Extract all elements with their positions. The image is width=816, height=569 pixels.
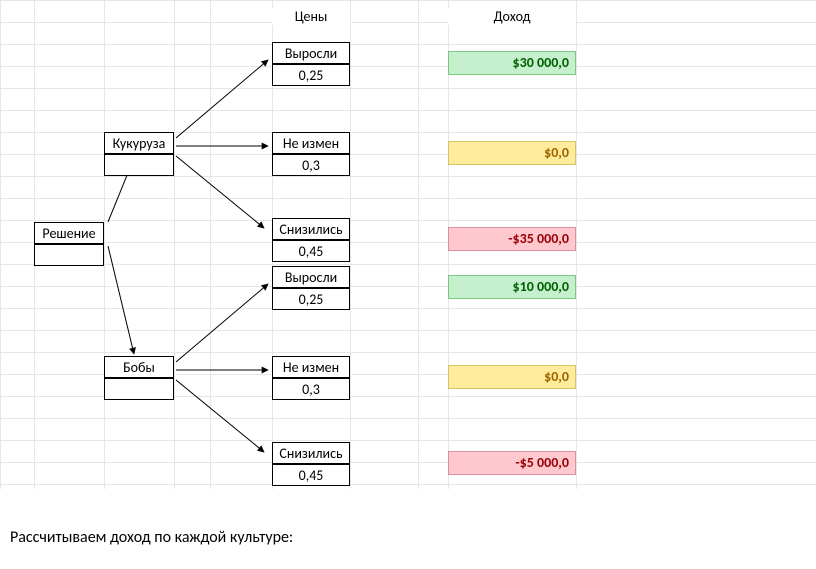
outcome-prob-5: 0,45 <box>272 464 350 486</box>
outcome-prob-2: 0,45 <box>272 240 350 262</box>
income-cell-2: -$35 000,0 <box>448 227 576 251</box>
outcome-prob-0: 0,25 <box>272 64 350 86</box>
income-cell-5: -$5 000,0 <box>448 451 576 475</box>
income-cell-3: $10 000,0 <box>448 275 576 299</box>
income-cell-4: $0,0 <box>448 365 576 389</box>
outcome-label-3: Выросли <box>272 266 350 288</box>
income-cell-1: $0,0 <box>448 141 576 165</box>
crop-node-0: Кукуруза <box>104 132 174 154</box>
header-income: Доход <box>448 8 576 25</box>
outcome-label-4: Не измен <box>272 356 350 378</box>
decision-tree-canvas: Цены Доход РешениеКукурузаБобыВыросли0,2… <box>0 0 816 569</box>
crop-node-1: Бобы <box>104 356 174 378</box>
outcome-label-5: Снизились <box>272 442 350 464</box>
root-node-empty <box>34 244 104 266</box>
outcome-label-0: Выросли <box>272 42 350 64</box>
crop-node-empty-0 <box>104 154 174 176</box>
outcome-prob-4: 0,3 <box>272 378 350 400</box>
outcome-prob-3: 0,25 <box>272 288 350 310</box>
outcome-label-1: Не измен <box>272 132 350 154</box>
crop-node-empty-1 <box>104 378 174 400</box>
header-prices: Цены <box>272 8 350 25</box>
outcome-label-2: Снизились <box>272 218 350 240</box>
root-node: Решение <box>34 222 104 244</box>
spreadsheet-grid <box>0 0 816 569</box>
income-cell-0: $30 000,0 <box>448 51 576 75</box>
footnote-text: Рассчитываем доход по каждой культуре: <box>10 528 293 547</box>
outcome-prob-1: 0,3 <box>272 154 350 176</box>
